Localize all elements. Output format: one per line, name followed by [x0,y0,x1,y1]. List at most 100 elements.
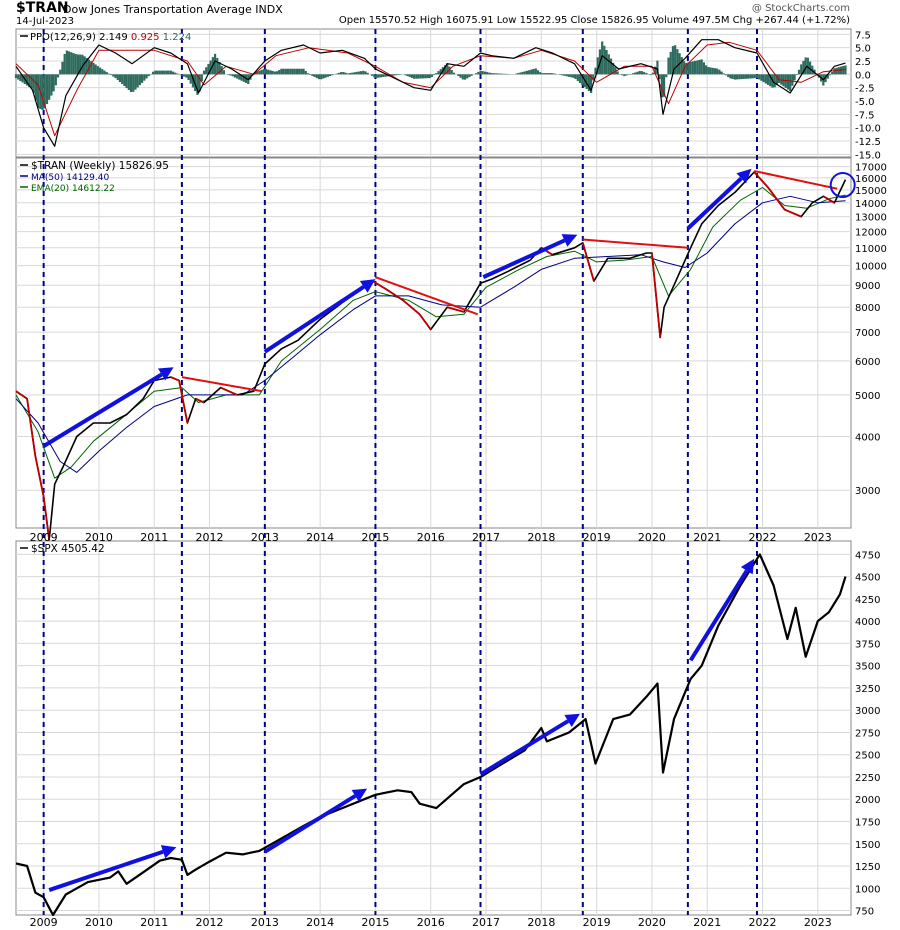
series-ma-50- [15,195,846,473]
year-label-price: 2023 [804,531,832,544]
trend-arrow-head [158,367,174,381]
price-ytick-label: 12000 [855,228,887,239]
vertical-markers [42,29,758,915]
spx-ytick-label: 3250 [855,684,880,695]
year-label-spx: 2015 [361,916,389,929]
price-legend-entry: EMA(20) 14612.22 [31,184,115,194]
tran-down-segment [402,299,421,316]
spx-ytick-label: 1250 [855,862,880,873]
instrument-name: Dow Jones Transportation Average INDX [63,3,283,16]
tran-down-segment [767,186,786,211]
tran-down-segment [447,306,465,313]
year-label-spx: 2014 [306,916,334,929]
trend-arrow-shaft [263,794,357,854]
trend-arrow-shaft [479,719,570,777]
ppo-ytick-label: -12.5 [855,137,881,148]
year-label-spx: 2012 [196,916,224,929]
ppo-legend-part: 2.149 [96,32,128,43]
ppo-legend-part: 0.925 [128,32,160,43]
trend-arrow-head [740,558,755,575]
trend-arrow-shaft [48,849,164,892]
price-ytick-label: 7000 [855,328,880,339]
price-ytick-label: 8000 [855,303,880,314]
tran-down-segment [418,313,432,331]
series-layer [14,39,847,917]
chart-date: 14-Jul-2023 [16,16,74,27]
trend-arrow-head [351,788,368,802]
resistance-line [754,170,838,190]
spx-ytick-label: 4250 [855,595,880,606]
year-label-price: 2013 [251,531,279,544]
ppo-ytick-label: -15.0 [855,150,881,161]
price-ytick-label: 17000 [855,163,887,174]
tran-down-segment [178,380,189,424]
instrument-name-text: Dow Jones Transportation Average [63,3,252,16]
year-label-price: 2009 [30,531,58,544]
watermark-text: @ StockCharts.com [751,3,850,14]
series-ppo [15,39,846,147]
date-text: 14-Jul-2023 [16,16,75,27]
year-label-price: 2017 [472,531,500,544]
trend-arrow-shaft [42,372,163,448]
ppo-ytick-label: -5.0 [855,97,875,108]
trend-arrow-shaft [263,285,365,354]
year-label-spx: 2022 [749,916,777,929]
series--spx [15,553,847,917]
trend-arrow-head [160,845,177,859]
exchange-text: INDX [255,3,283,16]
spx-ytick-label: 3500 [855,662,880,673]
ppo-legend-part: 1.224 [160,32,192,43]
annotation-layer [42,168,856,892]
tran-down-segment [822,195,835,204]
tran-down-segment [15,390,28,400]
price-ytick-label: 9000 [855,281,880,292]
spx-ytick-label: 4500 [855,573,880,584]
tran-down-segment [170,376,180,382]
price-ytick-label: 11000 [855,244,887,255]
spx-ytick-label: 1750 [855,818,880,829]
breakout-circle [829,172,856,199]
year-label-price: 2022 [749,531,777,544]
year-label-spx: 2013 [251,916,279,929]
trend-arrow-shaft [482,238,566,279]
spx-ytick-label: 2750 [855,728,880,739]
year-label-spx: 2017 [472,916,500,929]
ppo-ytick-label: 2.5 [855,57,871,68]
spx-ytick-label: 4000 [855,617,880,628]
price-ytick-label: 6000 [855,357,880,368]
price-ytick-label: 3000 [855,486,880,497]
ppo-ytick-label: 5.0 [855,44,871,55]
spx-ytick-label: 1000 [855,884,880,895]
tran-down-segment [784,208,802,218]
symbol-text: $TRAN [16,0,69,16]
ppo-ytick-label: -2.5 [855,84,875,95]
year-label-price: 2011 [140,531,168,544]
year-label-price: 2015 [361,531,389,544]
year-label-price: 2018 [527,531,555,544]
year-label-spx: 2018 [527,916,555,929]
trend-arrow-shaft [686,176,743,230]
year-label-spx: 2016 [417,916,445,929]
ppo-panel [15,28,852,158]
spx-ytick-label: 4750 [855,550,880,561]
ppo-ytick-label: -10.0 [855,124,881,135]
tran-down-segment [195,397,205,404]
price-panel [15,157,852,529]
year-label-spx: 2010 [85,916,113,929]
quote-text: Open 15570.52 High 16075.91 Low 15522.95… [338,15,850,26]
spx-ytick-label: 1500 [855,840,880,851]
year-label-price: 2020 [638,531,666,544]
quote-line: Open 15570.52 High 16075.91 Low 15522.95… [339,15,850,26]
ppo-ytick-label: 7.5 [855,30,871,41]
tran-down-segment [34,456,45,497]
spx-ytick-label: 3750 [855,639,880,650]
price-ytick-label: 16000 [855,174,887,185]
series-signal [15,41,846,137]
year-label-spx: 2021 [693,916,721,929]
year-label-spx: 2020 [638,916,666,929]
tran-down-segment [220,386,238,396]
year-label-spx: 2009 [30,916,58,929]
tran-down-segment [26,398,37,457]
